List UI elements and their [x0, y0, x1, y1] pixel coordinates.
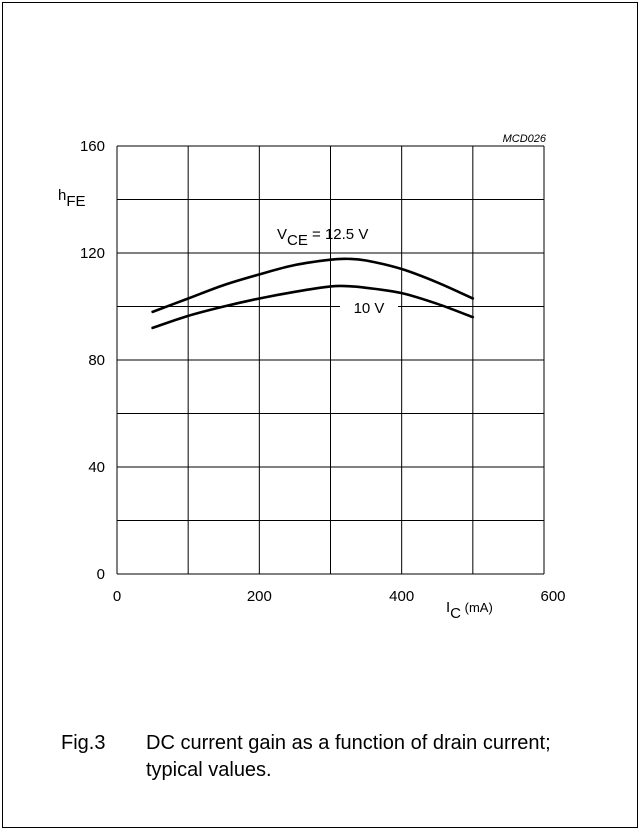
caption-number: Fig.3: [61, 732, 106, 754]
series-label-vce-12-5: VCE = 12.5 V: [277, 226, 368, 249]
curves: [151, 257, 475, 330]
series-label-10v: 10 V: [354, 300, 385, 317]
series-line-1: [151, 284, 475, 330]
y-tick-label: 0: [97, 566, 105, 583]
figure-code: MCD026: [503, 133, 547, 145]
x-tick-label: 200: [247, 588, 272, 605]
x-tick-label: 400: [389, 588, 414, 605]
x-axis-title: IC (mA): [446, 599, 493, 622]
labels: 0 40 80 120 160 0 200 400 600 hFE IC (mA) VCE = 12.…: [58, 138, 566, 622]
y-tick-label: 80: [88, 352, 105, 369]
y-tick-label: 160: [80, 138, 105, 155]
y-tick-label: 120: [80, 245, 105, 262]
series-line-0: [151, 257, 475, 314]
y-axis-title: hFE: [58, 187, 86, 210]
x-tick-label: 0: [113, 588, 121, 605]
caption-text: DC current gain as a function of drain c…: [146, 732, 551, 781]
series-label-background: [340, 298, 398, 316]
x-tick-label: 600: [540, 588, 565, 605]
y-tick-label: 40: [88, 459, 105, 476]
grid-lines: [116, 145, 545, 575]
